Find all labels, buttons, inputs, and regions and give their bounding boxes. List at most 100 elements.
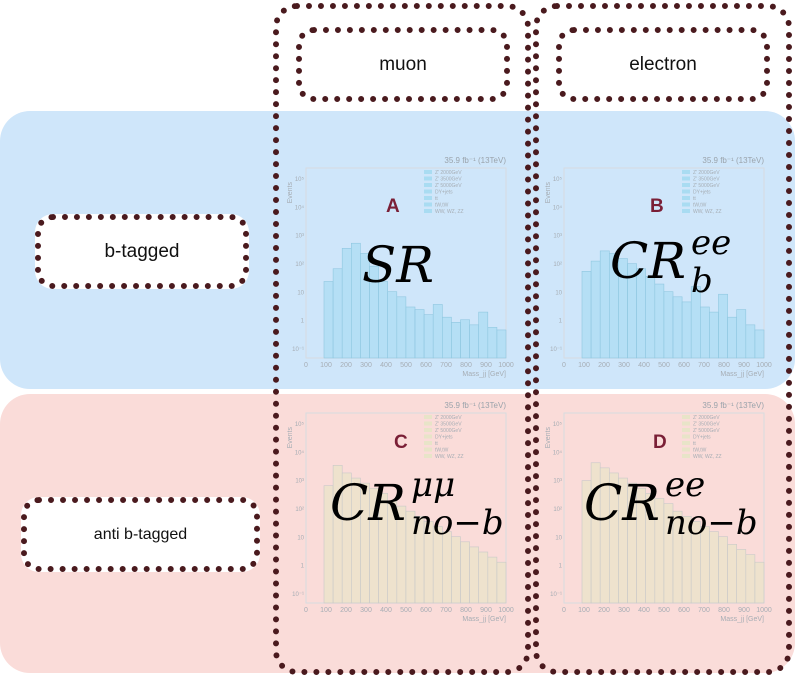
legend-entry: Z' 2000GeV xyxy=(693,170,720,176)
y-tick-label: 10 xyxy=(555,535,562,541)
histogram-bar xyxy=(727,544,738,604)
histogram-bar xyxy=(442,316,452,359)
x-tick-label: 600 xyxy=(678,607,690,614)
legend-entry: tW,tW xyxy=(435,203,449,209)
x-tick-label: 400 xyxy=(638,607,650,614)
region-label-sub: no−b xyxy=(665,503,758,543)
region-label-cr-nob-ee: CR ee no−b xyxy=(584,468,765,543)
x-axis-label: Mass_jj [GeV] xyxy=(462,616,506,623)
legend-entry: Z' 5000GeV xyxy=(435,183,462,189)
region-label-main: SR xyxy=(362,236,434,294)
x-axis-label: Mass_jj [GeV] xyxy=(720,616,764,623)
histogram-bar xyxy=(323,281,334,359)
x-tick-label: 600 xyxy=(420,362,432,369)
histogram-plot: 35.9 fb⁻¹ (13TeV) Events 10⁻¹ 1 10 10² 10³ 10⁴ 1… xyxy=(287,401,514,623)
histogram-bar xyxy=(487,327,498,359)
x-tick-label: 700 xyxy=(440,362,452,369)
x-tick-label: 600 xyxy=(420,607,432,614)
legend-swatch xyxy=(424,454,432,458)
legend-entry: Z' 2000GeV xyxy=(435,415,462,421)
y-tick-label: 10⁵ xyxy=(295,176,305,183)
muon-column-outline xyxy=(273,3,531,675)
histogram-bar xyxy=(469,324,480,359)
legend-swatch xyxy=(424,434,432,439)
y-tick-label: 10⁻¹ xyxy=(550,347,562,353)
lumi-label: 35.9 fb⁻¹ (13TeV) xyxy=(444,401,506,410)
y-tick-label: 10⁻¹ xyxy=(292,347,304,353)
legend-swatch xyxy=(682,441,690,445)
legend-entry: DY+jets xyxy=(435,435,453,441)
legend-swatch xyxy=(682,183,690,187)
region-label-sub: b xyxy=(691,261,713,301)
x-tick-label: 300 xyxy=(618,362,630,369)
legend-entry: Z' 3500GeV xyxy=(693,422,720,428)
y-tick-label: 1 xyxy=(301,564,305,570)
region-letter-b: B xyxy=(650,196,664,217)
legend-swatch xyxy=(424,415,432,419)
x-tick-label: 0 xyxy=(562,362,566,369)
histogram-bar xyxy=(736,309,747,359)
y-tick-label: 10⁴ xyxy=(553,449,563,456)
y-tick-label: 10⁵ xyxy=(553,421,563,428)
y-tick-label: 10³ xyxy=(553,479,562,485)
x-tick-label: 100 xyxy=(320,362,332,369)
x-tick-label: 400 xyxy=(638,362,650,369)
legend-swatch xyxy=(682,428,690,432)
y-tick-label: 10³ xyxy=(295,234,304,240)
legend-entry: tt xyxy=(435,196,438,202)
legend-swatch xyxy=(682,170,690,174)
legend-swatch xyxy=(424,428,432,432)
b-tagged-label: b-tagged xyxy=(35,214,249,289)
histogram-bar xyxy=(681,301,692,359)
legend-swatch xyxy=(682,415,690,419)
lumi-label: 35.9 fb⁻¹ (13TeV) xyxy=(702,156,764,165)
y-tick-label: 1 xyxy=(301,319,305,325)
histogram-bar xyxy=(718,293,728,359)
legend-entry: Z' 2000GeV xyxy=(693,415,720,421)
panel-b: 35.9 fb⁻¹ (13TeV) Events 10⁻¹ 1 10 10² 10³ 10⁴ 1… xyxy=(542,148,772,388)
x-tick-label: 700 xyxy=(698,362,710,369)
histogram-bar xyxy=(599,250,610,359)
legend-entry: WW, WZ, ZZ xyxy=(693,209,722,215)
x-tick-label: 800 xyxy=(460,607,472,614)
histogram-bar xyxy=(332,268,343,359)
legend-swatch xyxy=(682,209,690,213)
y-axis-label: Events xyxy=(545,182,552,204)
histogram-bar xyxy=(736,549,747,604)
histogram-bar xyxy=(432,304,443,359)
histogram-bar xyxy=(496,329,507,359)
legend-entry: Z' 3500GeV xyxy=(693,177,720,183)
x-tick-label: 400 xyxy=(380,362,392,369)
legend-swatch xyxy=(682,196,690,200)
region-label-cr-nob-mumu: CR μμ no−b xyxy=(330,468,511,543)
legend-entry: DY+jets xyxy=(693,435,711,441)
legend-swatch xyxy=(682,434,690,439)
histogram-bar xyxy=(341,248,352,359)
x-axis-label: Mass_jj [GeV] xyxy=(462,371,506,378)
legend-swatch xyxy=(424,176,432,181)
legend-swatch xyxy=(424,183,432,187)
y-axis-label: Events xyxy=(287,427,294,449)
histogram-bar xyxy=(414,309,425,359)
histogram-bar xyxy=(672,296,683,359)
region-label-sup: ee xyxy=(691,223,732,263)
region-label-sup: ee xyxy=(665,465,706,505)
x-tick-label: 500 xyxy=(400,362,412,369)
histogram-bar xyxy=(451,536,461,604)
legend-entry: Z' 5000GeV xyxy=(693,428,720,434)
x-tick-label: 200 xyxy=(598,607,610,614)
legend-swatch xyxy=(424,441,432,445)
x-tick-label: 900 xyxy=(738,607,750,614)
y-tick-label: 10 xyxy=(297,290,304,296)
x-tick-label: 100 xyxy=(578,607,590,614)
region-label-sub: no−b xyxy=(411,503,504,543)
histogram-bar xyxy=(700,306,710,359)
region-letter-a: A xyxy=(386,196,400,217)
histogram-bar xyxy=(351,242,361,359)
x-tick-label: 0 xyxy=(304,362,308,369)
x-tick-label: 300 xyxy=(360,362,372,369)
x-tick-label: 0 xyxy=(304,607,308,614)
x-tick-label: 500 xyxy=(658,607,670,614)
y-tick-label: 10² xyxy=(553,262,562,268)
histogram-bar xyxy=(396,296,407,359)
